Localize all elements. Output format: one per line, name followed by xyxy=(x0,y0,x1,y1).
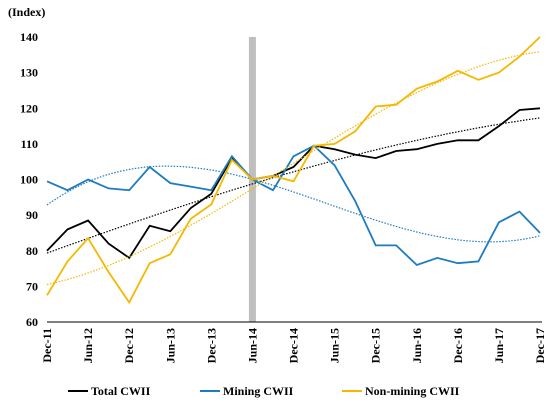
y-tick-label: 90 xyxy=(26,208,38,222)
series-line xyxy=(46,107,541,260)
legend-label: Mining CWII xyxy=(223,384,294,398)
trend-line xyxy=(46,51,541,286)
y-tick-label: 80 xyxy=(26,244,38,258)
series-line xyxy=(46,36,541,305)
y-tick-label: 60 xyxy=(26,315,38,329)
x-tick-label: Jun-17 xyxy=(492,328,506,363)
y-tick-label: 100 xyxy=(20,173,38,187)
y-tick-label: 130 xyxy=(20,66,38,80)
x-tick-label: Jun-15 xyxy=(328,328,342,363)
x-tick-label: Dec-16 xyxy=(451,328,465,363)
y-tick-label: 70 xyxy=(26,279,38,293)
y-tick-label: 110 xyxy=(21,137,38,151)
x-tick-label: Dec-12 xyxy=(122,328,136,363)
x-tick-label: Dec-17 xyxy=(533,328,547,363)
x-tick-label: Jun-13 xyxy=(163,328,177,363)
x-tick-label: Dec-15 xyxy=(369,328,383,363)
trend-line xyxy=(46,117,541,254)
y-tick-label: 140 xyxy=(20,30,38,44)
x-tick-label: Jun-16 xyxy=(410,328,424,363)
trend-line xyxy=(46,165,541,243)
y-tick-label: 120 xyxy=(20,101,38,115)
y-axis-label: (Index) xyxy=(8,5,45,19)
legend-label: Total CWII xyxy=(91,384,151,398)
x-tick-label: Dec-13 xyxy=(204,328,218,363)
x-tick-label: Dec-11 xyxy=(40,328,54,363)
x-tick-label: Jun-12 xyxy=(81,328,95,363)
x-tick-label: Dec-14 xyxy=(287,328,301,363)
legend-label: Non-mining CWII xyxy=(365,384,460,398)
series-line xyxy=(46,144,541,267)
x-tick-label: Jun-14 xyxy=(245,328,259,363)
